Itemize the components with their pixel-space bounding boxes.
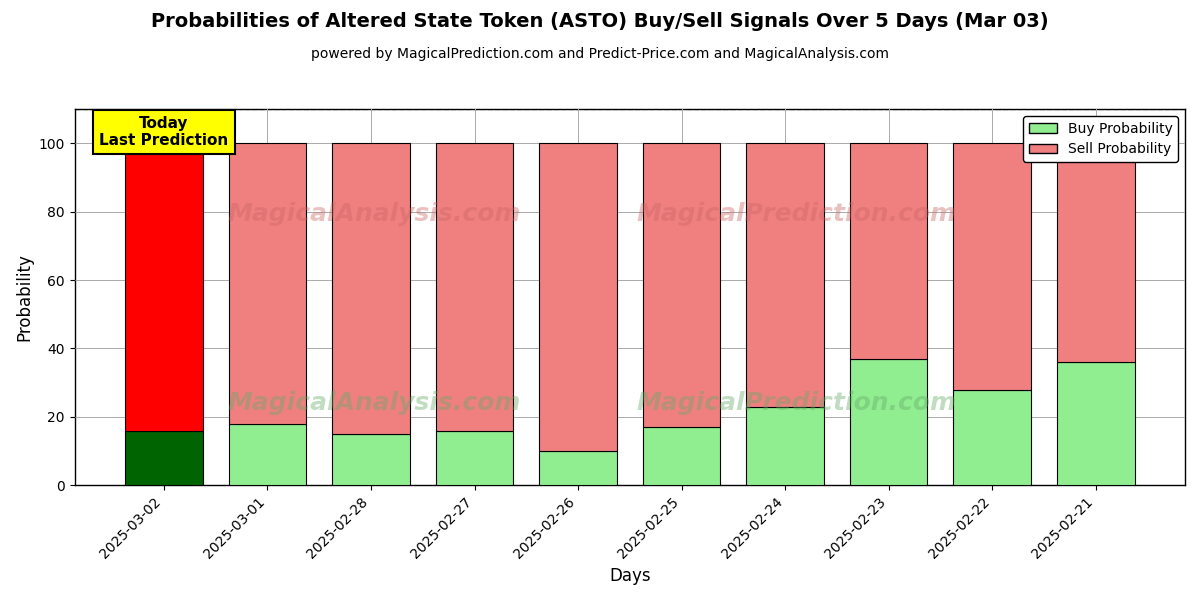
Bar (850, 143, 928, 359)
Text: MagicalPrediction.com: MagicalPrediction.com (636, 391, 956, 415)
Bar (746, 143, 824, 407)
Text: powered by MagicalPrediction.com and Predict-Price.com and MagicalAnalysis.com: powered by MagicalPrediction.com and Pre… (311, 47, 889, 61)
Text: MagicalAnalysis.com: MagicalAnalysis.com (228, 202, 521, 226)
Bar (746, 407, 824, 485)
Bar (850, 359, 928, 485)
Bar (229, 424, 306, 485)
Bar (125, 143, 203, 431)
Bar (539, 143, 617, 451)
Legend: Buy Probability, Sell Probability: Buy Probability, Sell Probability (1024, 116, 1178, 162)
Bar (229, 143, 306, 424)
Bar (332, 434, 410, 485)
Bar (125, 431, 203, 485)
Bar (1057, 143, 1134, 362)
Text: Probabilities of Altered State Token (ASTO) Buy/Sell Signals Over 5 Days (Mar 03: Probabilities of Altered State Token (AS… (151, 12, 1049, 31)
Bar (953, 143, 1031, 389)
Bar (332, 143, 410, 434)
Text: Today
Last Prediction: Today Last Prediction (100, 116, 228, 148)
Bar (436, 143, 514, 431)
Y-axis label: Probability: Probability (16, 253, 34, 341)
X-axis label: Days: Days (610, 567, 650, 585)
Bar (643, 143, 720, 427)
Bar (1057, 362, 1134, 485)
Bar (643, 427, 720, 485)
Bar (539, 451, 617, 485)
Text: MagicalPrediction.com: MagicalPrediction.com (636, 202, 956, 226)
Text: MagicalAnalysis.com: MagicalAnalysis.com (228, 391, 521, 415)
Bar (953, 389, 1031, 485)
Bar (436, 431, 514, 485)
